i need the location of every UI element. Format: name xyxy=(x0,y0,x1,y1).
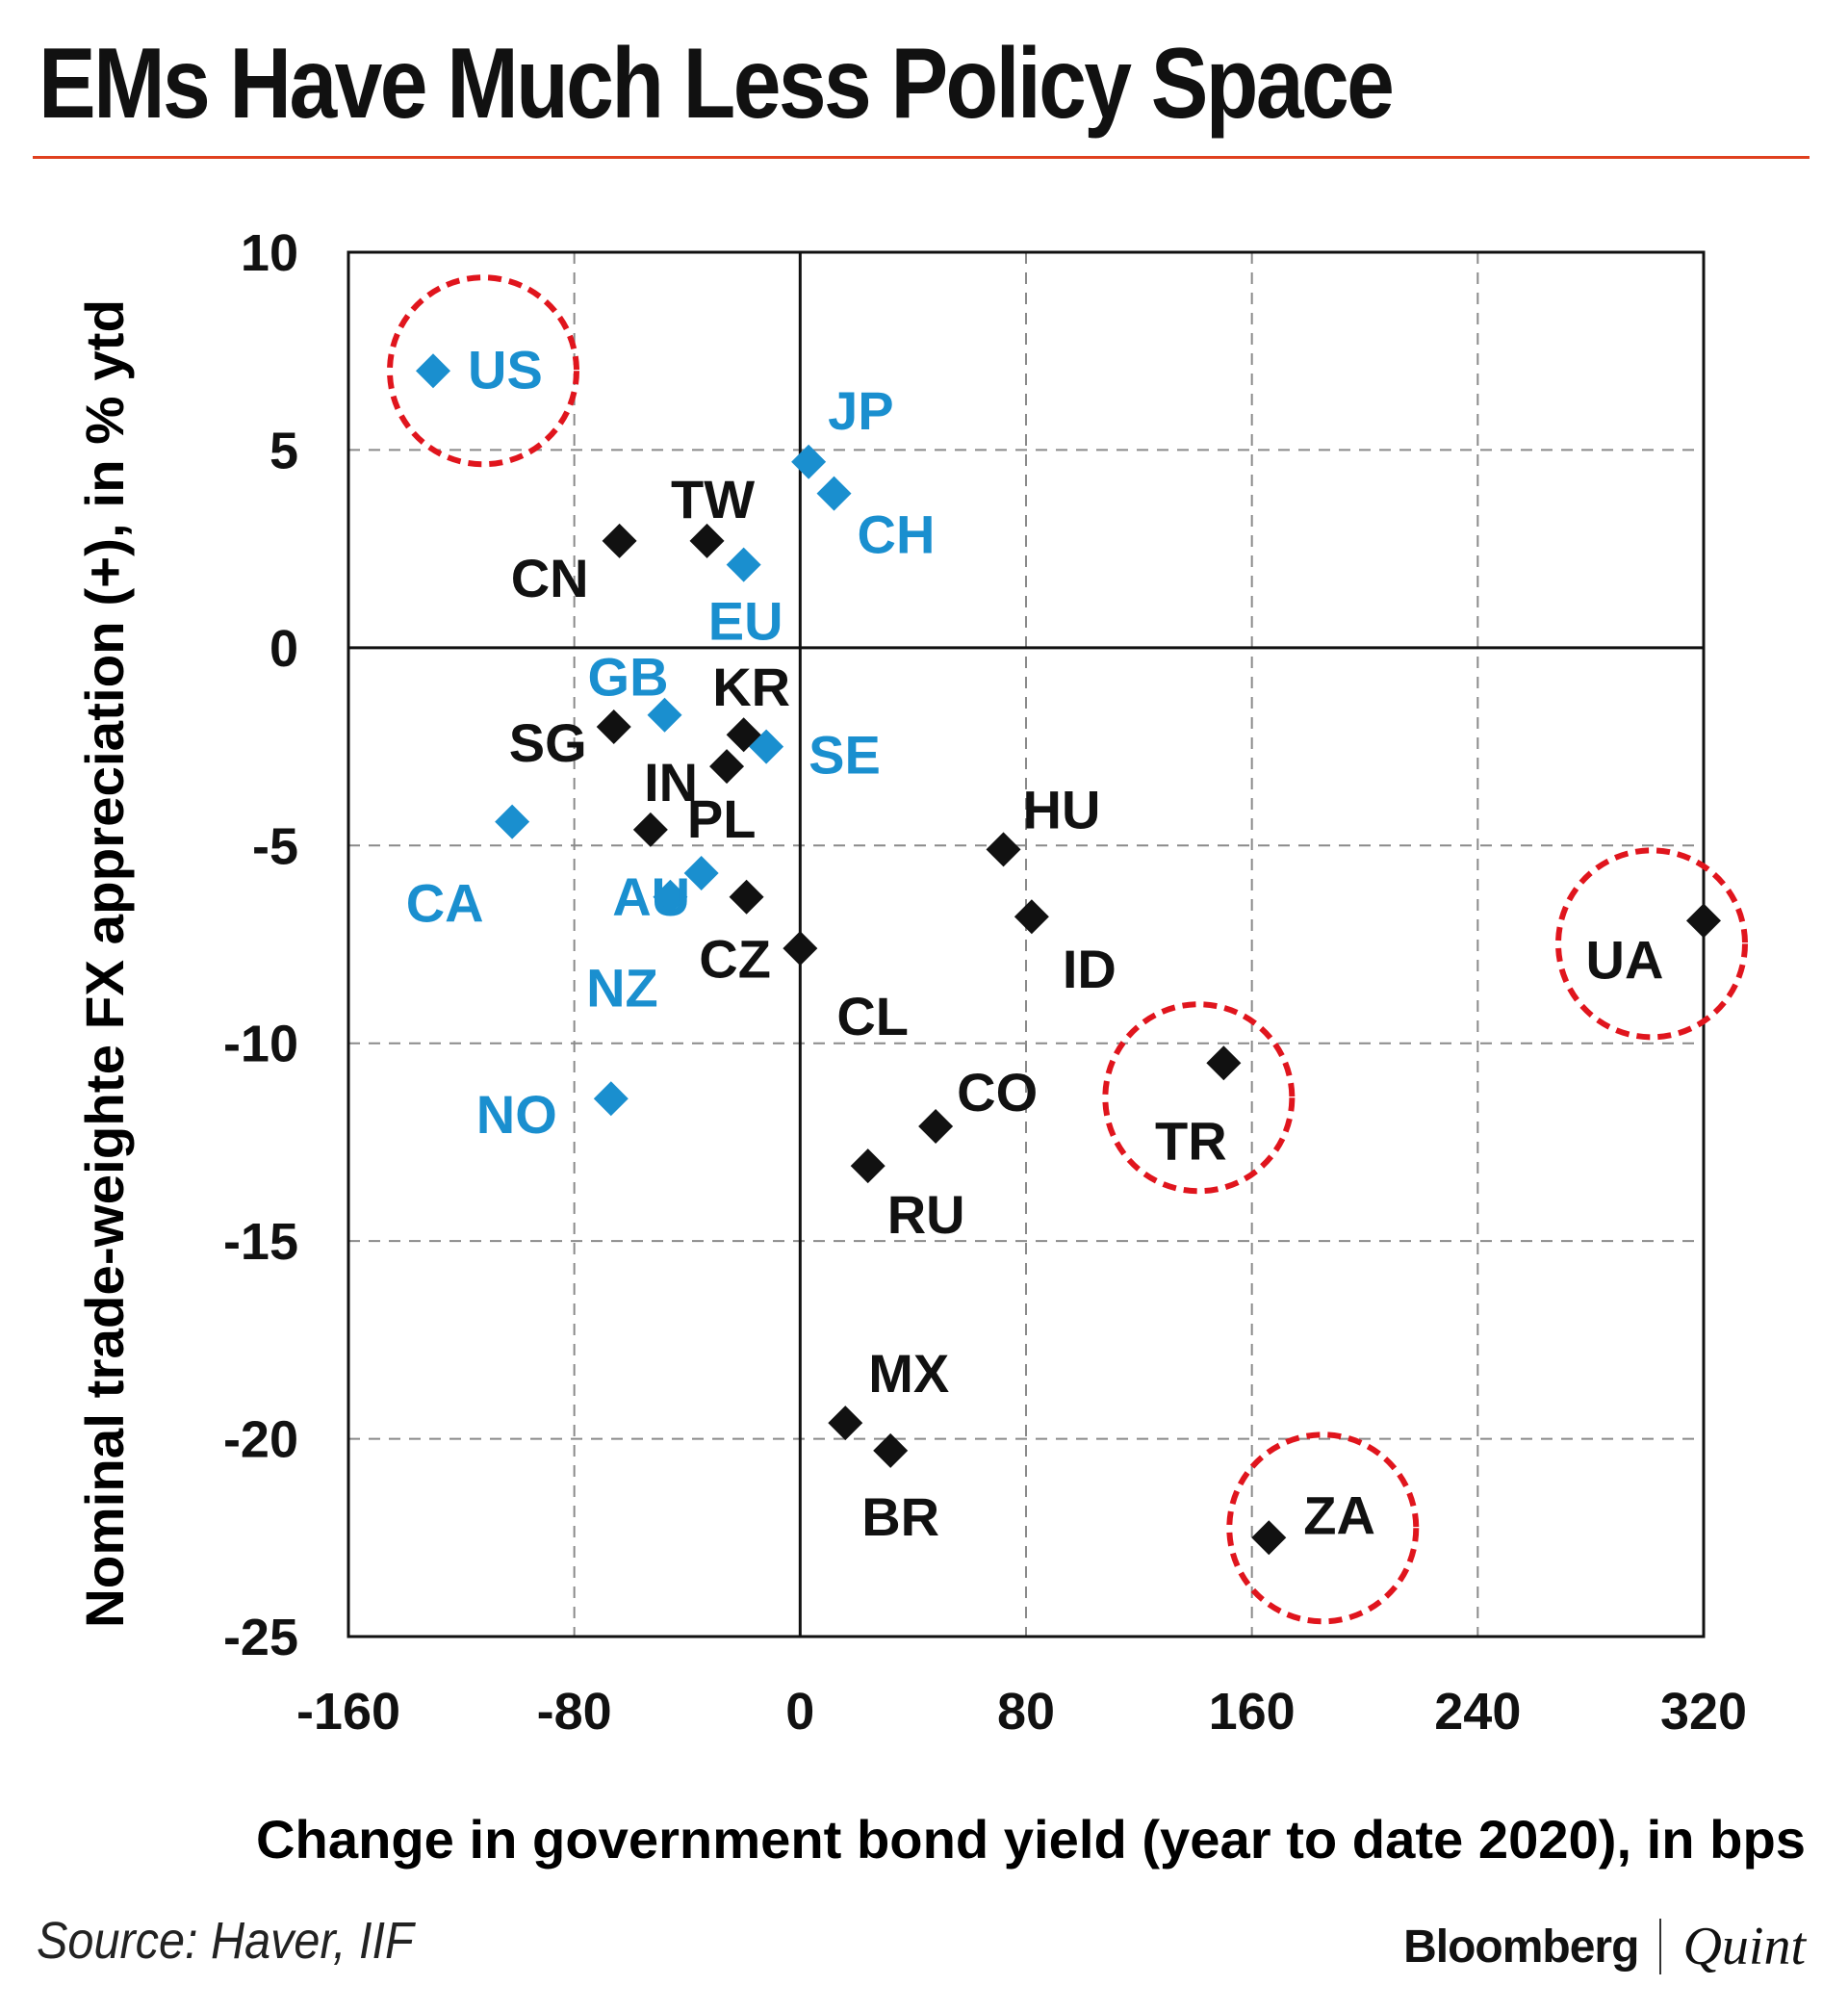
x-tick-label: 320 xyxy=(1660,1683,1747,1741)
point-label-ca: CA xyxy=(406,873,484,934)
y-tick-label: 0 xyxy=(270,620,298,678)
point-marker-ca xyxy=(495,804,530,839)
x-axis-label: Change in government bond yield (year to… xyxy=(256,1809,1806,1870)
point-marker-tw xyxy=(689,523,725,558)
source-note: Source: Haver, IIF xyxy=(37,1912,414,1970)
point-marker-no xyxy=(593,1081,629,1117)
point-marker-ru xyxy=(850,1148,886,1184)
point-marker-sg xyxy=(596,709,631,745)
point-label-ch: CH xyxy=(858,504,936,565)
point-marker-gb xyxy=(647,697,682,733)
point-label-jp: JP xyxy=(828,380,894,441)
point-label-us: US xyxy=(468,339,543,400)
brand-bloomberg: Bloomberg xyxy=(1403,1921,1639,1973)
point-label-tw: TW xyxy=(671,469,755,529)
point-marker-hu xyxy=(986,832,1021,867)
point-label-cz: CZ xyxy=(699,929,771,990)
point-marker-za xyxy=(1251,1520,1287,1556)
y-tick-label: -5 xyxy=(252,817,298,875)
brand-separator xyxy=(1659,1919,1662,1974)
y-tick-label: 5 xyxy=(270,422,298,479)
point-marker-id xyxy=(1014,899,1049,935)
point-label-ua: UA xyxy=(1586,929,1664,990)
x-tick-label: 160 xyxy=(1209,1683,1296,1741)
point-marker-ch xyxy=(816,476,852,511)
point-marker-nz xyxy=(653,879,688,915)
point-label-tr: TR xyxy=(1155,1110,1227,1171)
x-tick-label: 80 xyxy=(997,1683,1055,1741)
point-marker-cn xyxy=(602,523,637,558)
point-marker-mx xyxy=(828,1406,863,1441)
x-tick-label: 240 xyxy=(1434,1683,1521,1741)
point-label-za: ZA xyxy=(1303,1484,1375,1545)
y-axis-label: Nominal trade-weighte FX appreciation (+… xyxy=(74,299,135,1628)
point-marker-in xyxy=(709,749,745,785)
point-label-sg: SG xyxy=(509,712,587,773)
grid-lines xyxy=(348,252,1704,1637)
title-divider xyxy=(33,156,1810,159)
point-label-ru: RU xyxy=(887,1184,965,1245)
point-marker-cz xyxy=(729,879,764,915)
highlight-circle-tr xyxy=(1102,1001,1296,1195)
point-marker-us xyxy=(416,353,450,389)
highlight-circles xyxy=(387,274,1748,1625)
point-marker-br xyxy=(873,1432,909,1468)
brand-quint: Quint xyxy=(1682,1917,1806,1976)
chart-title: EMs Have Much Less Policy Space xyxy=(38,28,1395,140)
x-tick-label: -160 xyxy=(296,1683,400,1741)
point-label-cl: CL xyxy=(836,986,909,1046)
x-tick-label: 0 xyxy=(785,1683,814,1741)
brand-logo: Bloomberg Quint xyxy=(1403,1916,1806,1977)
point-label-no: NO xyxy=(476,1084,557,1145)
point-marker-au xyxy=(683,856,719,891)
point-label-co: CO xyxy=(957,1062,1038,1122)
tick-labels: -160 -80 0 80 160 240 320 10 5 0 -5 -10 -15 -20 -25 xyxy=(223,224,1747,1741)
point-marker-kr xyxy=(726,717,761,753)
y-tick-label: -25 xyxy=(223,1609,298,1666)
point-label-id: ID xyxy=(1063,939,1116,999)
point-marker-jp xyxy=(791,444,827,479)
point-label-hu: HU xyxy=(1023,779,1101,839)
point-label-se: SE xyxy=(808,725,881,786)
point-marker-cl xyxy=(783,931,818,967)
scatter-chart: -160 -80 0 80 160 240 320 10 5 0 -5 -10 -15 -20 -25 US… xyxy=(74,224,1806,1870)
y-tick-label: 10 xyxy=(241,224,298,282)
point-label-mx: MX xyxy=(868,1343,949,1404)
highlight-circle-us xyxy=(387,274,579,468)
y-tick-label: -20 xyxy=(223,1411,298,1469)
point-label-cn: CN xyxy=(511,548,589,608)
point-label-kr: KR xyxy=(712,657,790,717)
point-marker-ua xyxy=(1686,903,1721,939)
data-points xyxy=(416,353,1721,1556)
x-tick-label: -80 xyxy=(537,1683,612,1741)
point-label-eu: EU xyxy=(708,591,783,652)
y-tick-label: -10 xyxy=(223,1016,298,1073)
point-label-gb: GB xyxy=(588,647,669,708)
point-marker-co xyxy=(918,1108,954,1144)
point-marker-pl xyxy=(632,812,668,847)
y-tick-label: -15 xyxy=(223,1213,298,1271)
point-marker-eu xyxy=(726,547,761,582)
point-label-au: AU xyxy=(612,866,690,927)
point-marker-tr xyxy=(1206,1045,1242,1081)
point-label-in: IN xyxy=(644,752,698,813)
point-label-pl: PL xyxy=(687,788,757,849)
point-label-br: BR xyxy=(861,1486,939,1547)
point-label-nz: NZ xyxy=(586,958,658,1019)
highlight-circle-za xyxy=(1226,1432,1420,1625)
plot-frame xyxy=(346,250,1706,1638)
